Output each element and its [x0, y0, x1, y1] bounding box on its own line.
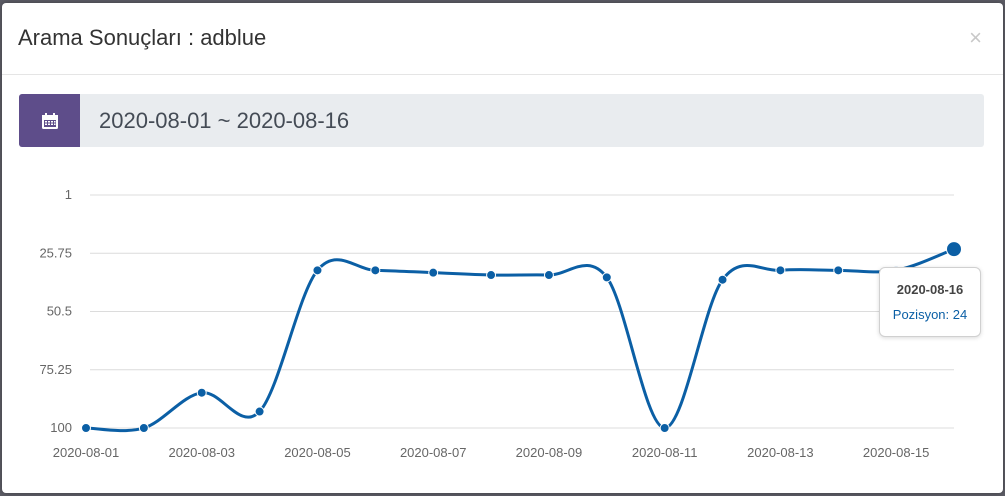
position-line-chart: 1 25.75 50.5 75.25 100 2020-08-01 2020-08-03 20… [39, 187, 962, 460]
x-tick-label: 2020-08-07 [400, 445, 467, 460]
x-tick-label: 2020-08-03 [168, 445, 235, 460]
x-tick-label: 2020-08-11 [632, 445, 698, 460]
data-point [254, 406, 265, 417]
tooltip-date: 2020-08-16 [896, 282, 964, 297]
data-point [81, 423, 91, 433]
modal-header: Arama Sonuçları : adblue × [2, 3, 1003, 75]
calendar-button[interactable] [19, 94, 80, 147]
tooltip-value: Pozisyon: 24 [892, 307, 968, 322]
close-icon[interactable]: × [969, 25, 982, 50]
data-point [543, 270, 554, 281]
y-tick-label: 50.5 [47, 304, 72, 319]
modal: Arama Sonuçları : adblue × 2020-08-01 ~ … [2, 3, 1003, 493]
data-point [833, 265, 844, 276]
date-range-text: 2020-08-01 ~ 2020-08-16 [99, 108, 350, 133]
series-line [85, 247, 955, 433]
chart-tooltip: 2020-08-16 Pozisyon: 24 [879, 267, 981, 337]
x-tick-label: 2020-08-09 [516, 445, 583, 460]
highlighted-data-point [946, 241, 962, 258]
y-tick-label: 75.25 [39, 362, 72, 377]
data-point [486, 270, 497, 281]
x-tick-label: 2020-08-05 [284, 445, 351, 460]
date-range-picker[interactable]: 2020-08-01 ~ 2020-08-16 [19, 94, 984, 147]
x-tick-label: 2020-08-15 [863, 445, 930, 460]
x-tick-label: 2020-08-01 [53, 445, 120, 460]
y-tick-label: 1 [65, 187, 72, 202]
data-point [138, 423, 149, 433]
data-point [428, 267, 439, 278]
data-point [659, 423, 670, 433]
data-point [717, 274, 728, 285]
y-tick-label: 25.75 [39, 245, 72, 260]
calendar-icon [41, 112, 58, 129]
modal-title: Arama Sonuçları : adblue [18, 25, 267, 50]
x-tick-label: 2020-08-13 [747, 445, 814, 460]
data-point [601, 272, 612, 283]
data-point [312, 265, 323, 276]
data-point [196, 387, 207, 398]
data-point [775, 265, 786, 276]
y-tick-label: 100 [50, 420, 72, 435]
data-point [370, 265, 381, 276]
